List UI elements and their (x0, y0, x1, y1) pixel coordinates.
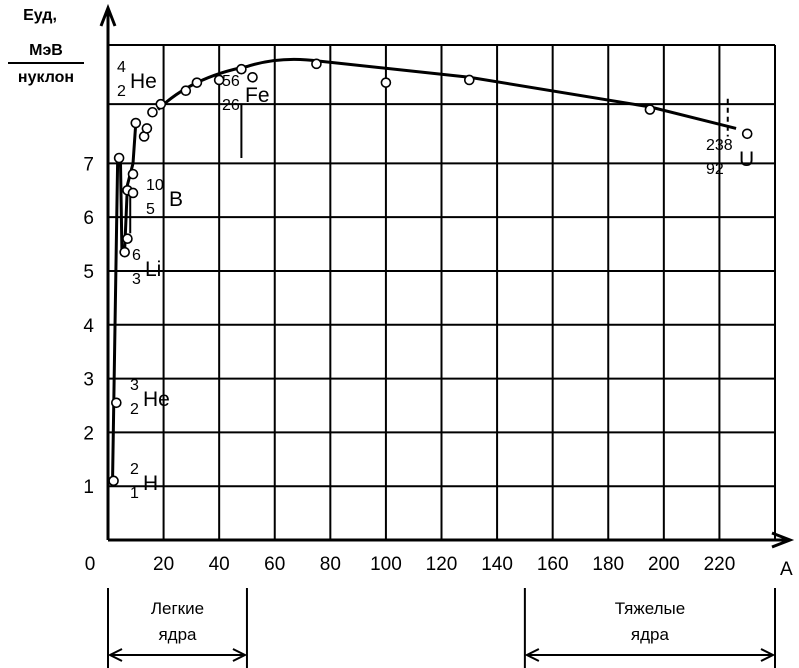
data-point (108, 475, 119, 487)
y-tick-label: 4 (83, 316, 94, 337)
data-point (463, 74, 475, 86)
data-point (113, 152, 125, 164)
x-tick-label: 120 (426, 554, 458, 575)
nuclide-symbol: U (739, 148, 754, 171)
nuclide-symbol: He (143, 388, 170, 411)
data-point (644, 104, 656, 115)
y-axis-arrow (99, 3, 117, 27)
nuclide-mass-number: 4 (117, 59, 126, 76)
region-label-line2: ядра (158, 625, 197, 644)
nuclide-label: 10 5 B (146, 177, 183, 218)
region-label-line2: ядра (631, 625, 670, 644)
nuclide-mass-number: 3 (130, 377, 139, 394)
x-tick-label: 140 (481, 554, 513, 575)
region-bracket: Легкие ядра (107, 588, 248, 668)
nuclide-symbol: Fe (245, 84, 270, 107)
data-point (180, 85, 192, 97)
x-tick-label: 80 (320, 554, 341, 575)
nuclide-label: 56 26 Fe (222, 73, 270, 114)
data-point (119, 246, 130, 258)
data-point (155, 98, 167, 110)
nuclide-charge-number: 26 (222, 97, 240, 114)
data-point (311, 58, 322, 70)
nuclide-label: 4 2 He (117, 59, 157, 100)
region-label-line1: Легкие (151, 599, 204, 618)
region-bracket: Тяжелые ядра (523, 588, 776, 668)
data-point (141, 123, 153, 134)
y-tick-label: 5 (83, 262, 94, 283)
region-label-line1: Тяжелые (615, 599, 686, 618)
x-tick-label: 100 (370, 554, 402, 575)
nuclide-mass-number: 56 (222, 73, 240, 90)
y-axis-label-unit-den: нуклон (18, 69, 74, 86)
y-tick-label: 2 (83, 423, 94, 444)
region-arrow-left (107, 648, 123, 662)
nuclide-label: 3 2 He (130, 377, 170, 418)
data-point (191, 77, 203, 88)
data-point (130, 117, 142, 129)
region-arrow-right (232, 648, 248, 662)
nuclide-charge-number: 2 (130, 401, 139, 418)
grid (108, 44, 776, 540)
binding-energy-curve (110, 57, 737, 487)
y-tick-label: 7 (83, 154, 94, 175)
x-tick-label: 20 (153, 554, 174, 575)
x-tick-label: 40 (209, 554, 230, 575)
data-point (741, 128, 753, 140)
y-tick-label: 1 (83, 477, 94, 498)
x-axis-arrow (771, 531, 795, 549)
nuclide-mass-number: 6 (132, 247, 141, 264)
x-tick-label: 160 (537, 554, 569, 575)
nuclide-symbol: Li (145, 258, 161, 281)
nuclide-mass-number: 2 (130, 461, 139, 478)
data-point (213, 74, 225, 86)
nuclide-label: 6 3 Li (132, 247, 161, 288)
nuclide-charge-number: 3 (132, 271, 141, 288)
curve-layer (110, 57, 737, 487)
region-arrow-left (524, 648, 540, 662)
nuclide-label: 2 1 H (130, 461, 158, 502)
nuclide-symbol: B (169, 188, 183, 211)
y-tick-label: 6 (83, 208, 94, 229)
nuclide-symbol: H (143, 472, 158, 495)
nuclide-label: 238 92 U (706, 137, 754, 178)
x-tick-label: 200 (648, 554, 680, 575)
y-axis-label-energy: Еуд, (23, 7, 57, 24)
nuclide-charge-number: 5 (146, 201, 155, 218)
data-point (127, 168, 139, 180)
data-point (380, 77, 392, 88)
x-axis-label: А (780, 559, 793, 580)
x-tick-label: 180 (592, 554, 624, 575)
data-points (108, 58, 753, 487)
nuclide-symbol: He (130, 70, 157, 93)
nuclide-charge-number: 1 (130, 485, 139, 502)
x-tick-label: 60 (264, 554, 285, 575)
nuclide-charge-number: 92 (706, 161, 724, 178)
data-point (247, 71, 258, 83)
origin-label: 0 (85, 554, 96, 575)
y-axis-label-unit-num: МэВ (29, 42, 63, 59)
nuclide-mass-number: 238 (706, 137, 733, 154)
x-tick-label: 220 (704, 554, 736, 575)
data-point (236, 63, 247, 75)
nuclide-mass-number: 10 (146, 177, 164, 194)
data-point (122, 233, 133, 244)
data-point (147, 106, 158, 118)
nuclide-charge-number: 2 (117, 83, 126, 100)
data-point (127, 187, 139, 199)
data-point (111, 397, 122, 409)
y-tick-label: 3 (83, 370, 94, 391)
region-arrow-right (760, 648, 776, 662)
